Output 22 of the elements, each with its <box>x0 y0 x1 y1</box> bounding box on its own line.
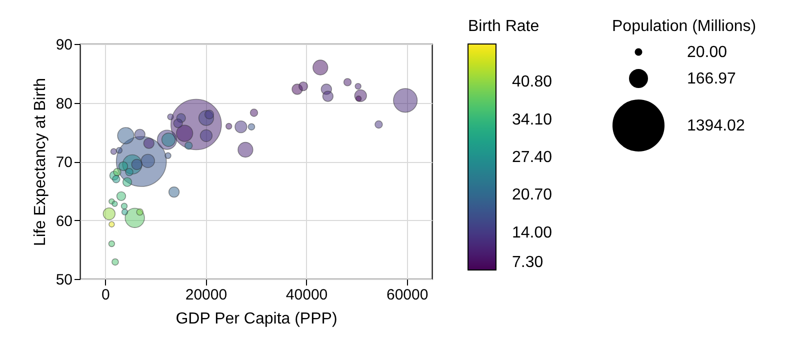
legend-label: 1394.02 <box>687 118 745 134</box>
color-bar-label: 20.70 <box>512 186 552 204</box>
y-tick-label: 70 <box>56 154 72 171</box>
x-tick-label: 0 <box>101 286 110 304</box>
color-bar-label: 27.40 <box>512 149 552 166</box>
y-tick-label: 80 <box>56 95 72 112</box>
x-tick-label: 60000 <box>386 286 428 304</box>
color-bar-label: 7.30 <box>512 254 544 271</box>
color-bar-label: 40.80 <box>512 74 552 91</box>
y-tick-label: 50 <box>56 272 72 288</box>
color-bar-title: Birth Rate <box>468 18 540 35</box>
y-tick-label: 90 <box>56 36 72 54</box>
legend-label: 20.00 <box>687 44 728 61</box>
y-tick-label: 60 <box>56 212 72 230</box>
x-tick-label: 20000 <box>185 286 228 304</box>
x-tick-label: 40000 <box>286 286 328 304</box>
color-bar-label: 34.10 <box>512 111 552 128</box>
x-axis-title: GDP Per Capita (PPP) <box>176 310 338 328</box>
color-bar-label: 14.00 <box>512 224 552 242</box>
legend-label: 166.97 <box>687 70 736 88</box>
y-axis-title: Life Expectancy at Birth <box>32 78 49 246</box>
legend-title: Population (Millions) <box>612 18 756 35</box>
